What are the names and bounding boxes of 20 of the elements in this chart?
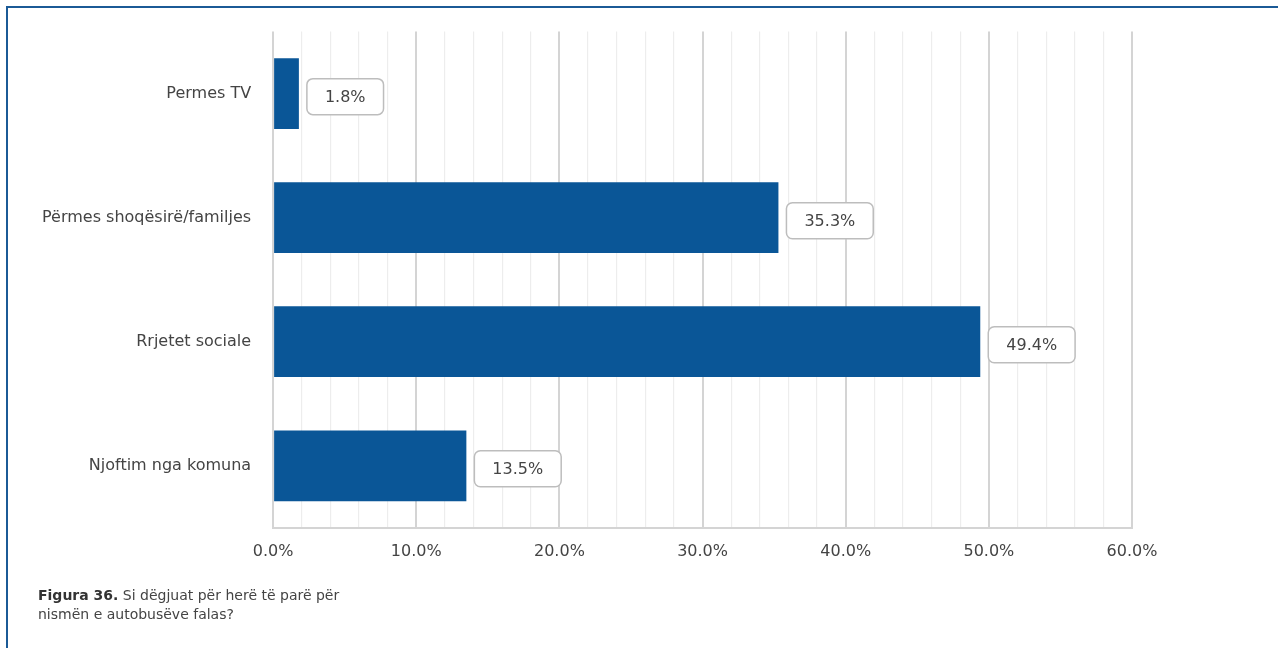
data-label: 13.5% (492, 458, 544, 478)
text: Figura 36. Si dëgjuat për herë të parë për nismën e autobusëve falas? (38, 586, 341, 624)
x-tick-label: 20.0% (534, 540, 585, 560)
y-tick-label: Permes TV (166, 82, 252, 102)
data-label: 49.4% (1006, 334, 1058, 354)
y-tick-label: Përmes shoqësirë/familjes (41, 206, 252, 226)
x-tick-label: 10.0% (390, 540, 442, 560)
x-tick-label: 0.0% (252, 540, 294, 560)
bar (274, 182, 779, 254)
data-label: 1.8% (324, 86, 366, 106)
y-tick-label: Njoftim nga komuna (88, 454, 252, 474)
bar (274, 430, 467, 502)
y-tick-label: Rrjetet sociale (136, 330, 252, 350)
x-tick-label: 30.0% (677, 540, 728, 560)
x-tick-label: 60.0% (1106, 540, 1158, 560)
x-tick-label: 40.0% (820, 540, 872, 560)
bar (274, 306, 981, 378)
x-tick-label: 50.0% (963, 540, 1015, 560)
data-label: 35.3% (804, 210, 856, 230)
bar (274, 58, 299, 129)
